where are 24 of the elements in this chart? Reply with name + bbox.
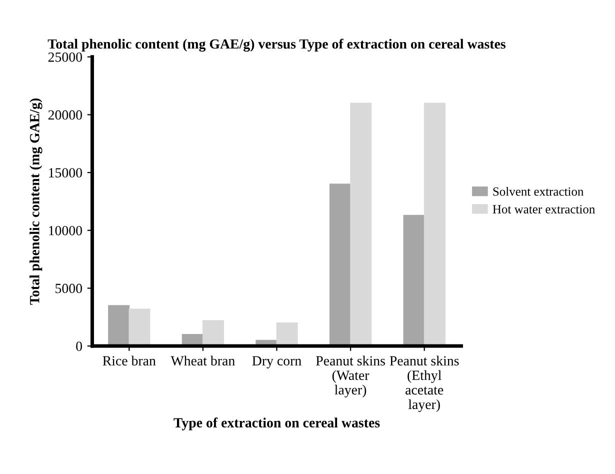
- legend-label: Hot water extraction: [492, 205, 595, 214]
- y-tick-label: 20000: [48, 110, 82, 120]
- bar: [403, 214, 425, 346]
- y-tick-label: 0: [76, 342, 82, 351]
- y-tick-label: 15000: [49, 168, 82, 178]
- y-tick-label: 25000: [48, 52, 82, 62]
- bar: [329, 184, 351, 346]
- bar: [128, 308, 150, 346]
- x-axis-title: Type of extraction on cereal wastes: [174, 418, 380, 430]
- x-tick-label: Wheat bran: [170, 356, 235, 366]
- bar: [350, 102, 372, 346]
- y-tick-label: 5000: [56, 284, 82, 294]
- bar: [424, 102, 446, 346]
- chart-title: Total phenolic content (mg GAE/g) versus Type of extraction on cereal wastes: [48, 38, 506, 52]
- legend-label: Solvent extraction: [493, 186, 584, 196]
- x-tick-label: Rice bran: [102, 356, 156, 366]
- y-axis-title: Total phenolic content (mg GAE/g): [30, 98, 42, 305]
- bar: [202, 320, 224, 346]
- x-tick-label: Dry corn: [252, 356, 302, 368]
- x-tick-label: Peanut skins (Ethyl acetate layer): [390, 356, 459, 412]
- y-tick-label: 10000: [49, 226, 82, 236]
- bar: [276, 322, 298, 346]
- bar: [108, 305, 130, 346]
- x-tick-label: Peanut skins (Water layer): [316, 356, 385, 398]
